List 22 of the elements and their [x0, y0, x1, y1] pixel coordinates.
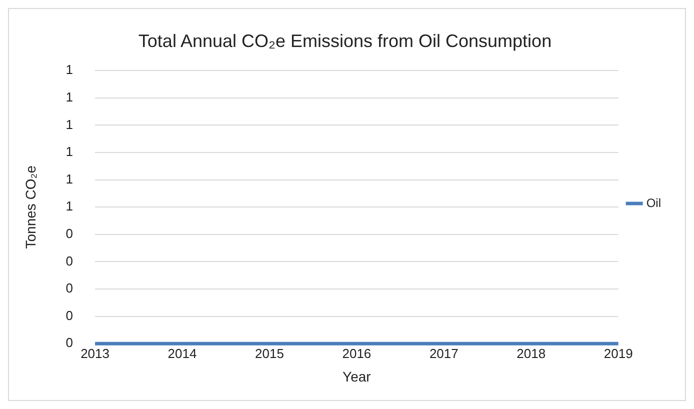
x-tick-label: 2013 — [80, 346, 110, 361]
x-tick-label: 2018 — [516, 346, 546, 361]
y-tick-label: 1 — [66, 198, 74, 214]
y-tick-label: 0 — [66, 335, 74, 350]
x-tick-label: 2019 — [604, 346, 633, 361]
y-tick-label: 0 — [66, 280, 74, 296]
legend-label: Oil — [646, 196, 662, 210]
y-tick-label: 0 — [66, 308, 74, 323]
y-tick-label: 1 — [66, 89, 74, 104]
x-axis-title: Year — [342, 368, 372, 384]
x-tick-label: 2016 — [342, 346, 372, 361]
x-tick-label: 2015 — [255, 346, 284, 361]
y-tick-label: 1 — [66, 171, 74, 186]
y-tick-label: 1 — [66, 116, 74, 132]
x-tick-label: 2014 — [168, 346, 197, 361]
chart-title: Total Annual CO₂e Emissions from Oil Consumption — [138, 30, 552, 51]
x-tick-label: 2017 — [429, 346, 458, 361]
y-axis-title: Tonnes CO₂e — [22, 165, 38, 249]
y-tick-label: 1 — [66, 144, 74, 160]
y-tick-label: 0 — [66, 226, 74, 241]
y-tick-label: 0 — [66, 253, 74, 268]
y-tick-label: 1 — [66, 62, 74, 78]
